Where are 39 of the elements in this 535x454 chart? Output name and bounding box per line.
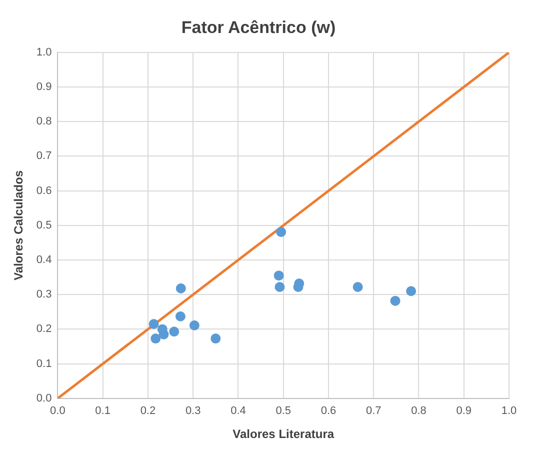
point bbox=[158, 329, 169, 340]
x-tick-label: 0.0 bbox=[50, 405, 66, 418]
y-tick-label: 0.4 bbox=[36, 254, 52, 266]
x-tick-label: 0.4 bbox=[230, 405, 246, 418]
x-tick-label: 0.3 bbox=[185, 405, 201, 418]
point bbox=[352, 282, 363, 292]
point bbox=[210, 334, 221, 344]
y-tick-label: 1.0 bbox=[36, 46, 52, 58]
x-tick-label: 0.5 bbox=[276, 405, 291, 418]
y-tick-label: 0.0 bbox=[36, 392, 52, 404]
point bbox=[390, 296, 400, 306]
x-tick-label: 0.6 bbox=[320, 405, 336, 418]
x-tick-label: 0.7 bbox=[366, 405, 382, 418]
point bbox=[274, 282, 285, 292]
point bbox=[276, 226, 286, 237]
y-tick-label: 0.6 bbox=[36, 184, 52, 197]
y-tick-label: 0.9 bbox=[36, 81, 52, 94]
x-tick-label: 0.2 bbox=[140, 405, 156, 418]
x-tick-label: 1.0 bbox=[501, 405, 517, 418]
y-tick-label: 0.8 bbox=[36, 116, 52, 128]
x-tick-label: 0.1 bbox=[95, 405, 110, 418]
point bbox=[175, 311, 186, 322]
x-tick-label: 0.8 bbox=[411, 405, 426, 418]
x-tick-label: 0.9 bbox=[456, 405, 472, 418]
y-tick-label: 0.3 bbox=[36, 288, 52, 301]
point bbox=[274, 270, 284, 281]
point bbox=[150, 334, 161, 344]
point bbox=[169, 326, 180, 337]
y-tick-label: 0.1 bbox=[36, 358, 52, 370]
chart-title: Fator Acêntrico (w) bbox=[181, 18, 336, 37]
point bbox=[148, 319, 159, 330]
point bbox=[189, 320, 200, 330]
x-axis-title: Valores Literatura bbox=[232, 427, 334, 442]
y-tick-label: 0.7 bbox=[36, 150, 52, 162]
y-axis-title: Valores Calculados bbox=[12, 170, 26, 280]
y-tick-label: 0.2 bbox=[36, 323, 52, 336]
y-tick-label: 0.5 bbox=[36, 219, 52, 232]
point bbox=[176, 283, 186, 294]
point bbox=[406, 286, 416, 296]
